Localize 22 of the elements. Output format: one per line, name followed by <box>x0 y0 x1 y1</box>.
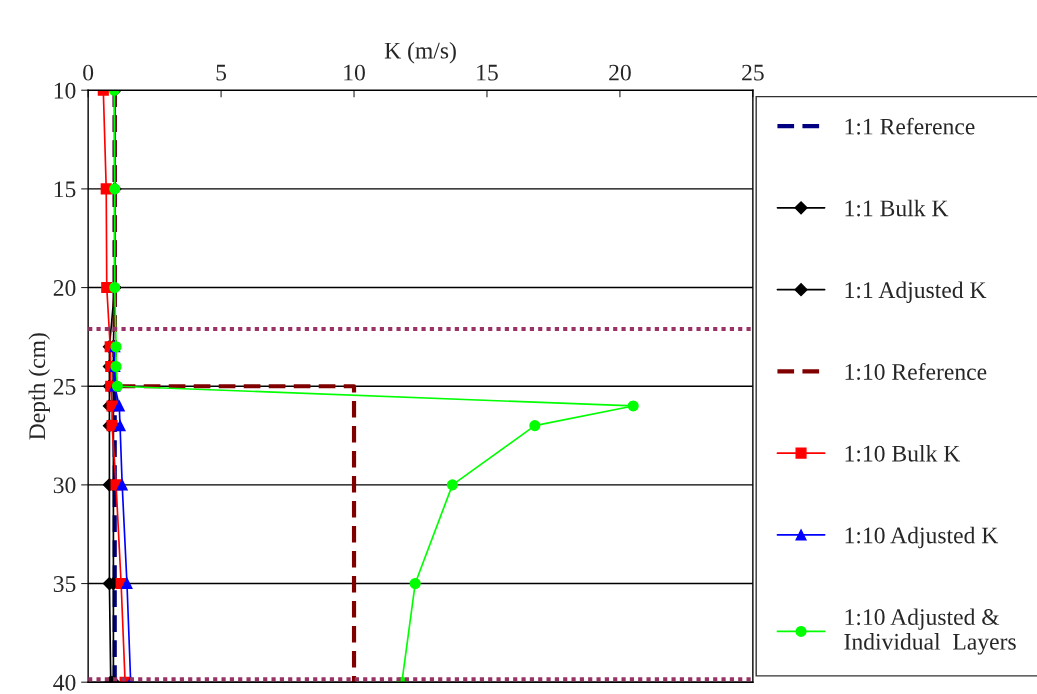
legend-label: 1:10 Adjusted K <box>845 526 999 549</box>
legend-label: 1:1 Bulk K <box>845 199 949 217</box>
y-axis-title: Depth (cm) <box>28 333 50 440</box>
legend-label: 1:10 Bulk K <box>845 445 961 462</box>
y-tick-label: 20 <box>53 280 76 296</box>
x-tick-label: 5 <box>216 64 227 81</box>
y-tick-label: 35 <box>53 576 76 592</box>
legend-label: 1:10 Adjusted & Individual Layers <box>844 608 1016 655</box>
x-tick-label: 10 <box>344 64 365 81</box>
y-tick-label: 25 <box>53 378 76 395</box>
legend-label: 1:1 Reference <box>845 117 975 135</box>
legend-label: 1:10 Reference <box>845 363 987 380</box>
y-tick-label: 10 <box>54 82 76 99</box>
x-tick-label: 15 <box>477 64 498 81</box>
x-axis-title: K (m/s) <box>384 42 456 64</box>
y-tick-label: 40 <box>53 674 76 691</box>
x-tick-label: 0 <box>83 64 94 81</box>
x-tick-label: 25 <box>742 64 764 81</box>
x-tick-label: 20 <box>609 64 631 81</box>
y-tick-label: 30 <box>53 477 76 494</box>
y-tick-label: 15 <box>54 181 76 198</box>
legend-label: 1:1 Adjusted K <box>845 281 987 303</box>
